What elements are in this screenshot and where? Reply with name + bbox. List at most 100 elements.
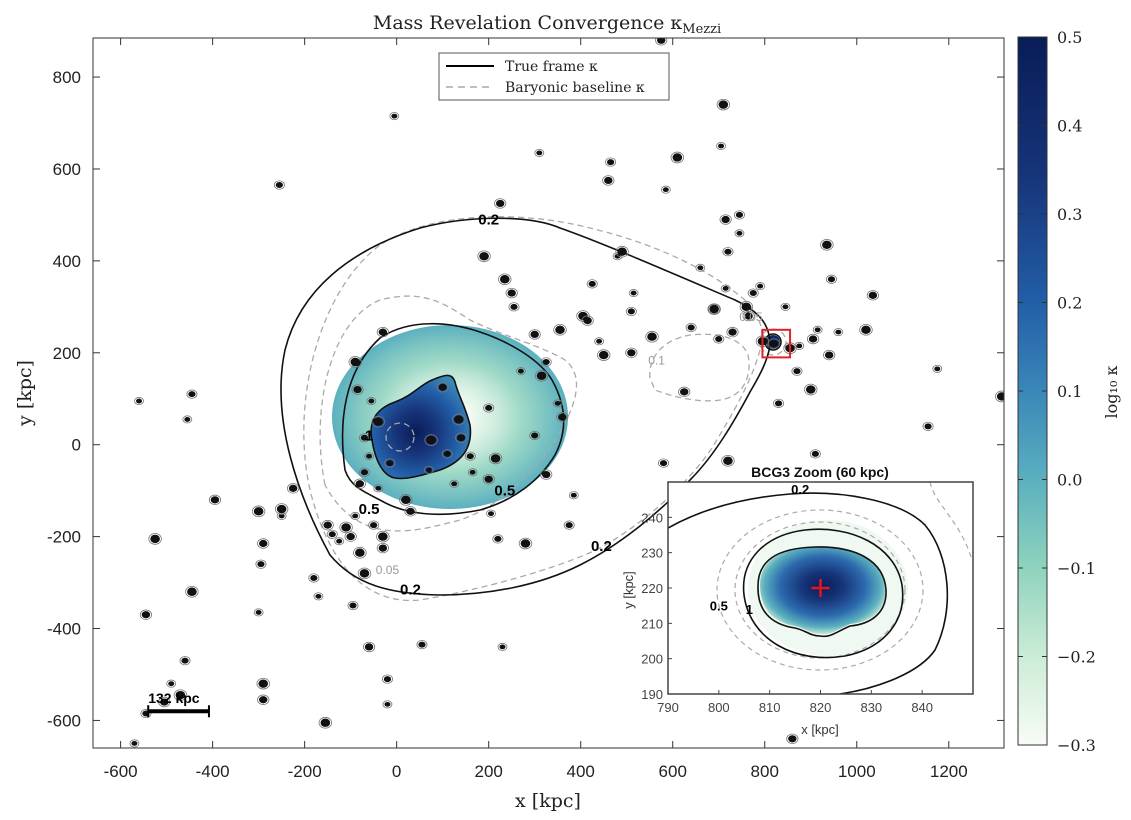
galaxy-marker (253, 507, 264, 516)
galaxy-marker (259, 539, 268, 548)
galaxy-halo (436, 382, 449, 393)
galaxy-halo (140, 708, 152, 719)
galaxy-halo (494, 198, 507, 209)
galaxy-halo (318, 716, 333, 729)
galaxy-marker (570, 492, 577, 498)
inset-contour-labels: 0.2 0.5 1 (710, 482, 809, 617)
galaxy-marker (672, 153, 683, 162)
galaxy-marker (749, 290, 757, 297)
galaxy-marker (924, 423, 932, 430)
colorbar-tick-label: 0.4 (1057, 117, 1082, 136)
inset-contour-1 (757, 546, 887, 638)
colorbar-tick-label: 0.3 (1057, 205, 1082, 224)
galaxy-marker (627, 349, 636, 357)
inset-x-axis: 790 800 810 820 830 840 (657, 690, 933, 715)
colorbar-tick-label: 0.0 (1057, 471, 1082, 490)
galaxy-marker (598, 350, 609, 360)
galaxy-marker (718, 100, 729, 109)
galaxy-marker (596, 338, 603, 344)
galaxy-marker (276, 504, 287, 514)
galaxy-halo (351, 384, 364, 395)
galaxy-marker (168, 681, 175, 687)
galaxy-marker (735, 211, 744, 218)
galaxy-marker (822, 240, 832, 249)
galaxy-marker (360, 469, 369, 476)
galaxy-marker (647, 332, 657, 341)
galaxy-halo (357, 567, 372, 580)
galaxy-marker (724, 248, 732, 255)
galaxy-halo (726, 326, 739, 338)
galaxy-marker (386, 460, 394, 467)
galaxy-marker (490, 454, 501, 463)
galaxy-halo (678, 386, 691, 398)
galaxy-marker (175, 690, 186, 700)
galaxy-halo (786, 733, 799, 745)
galaxy-halo (404, 506, 417, 517)
contour-label: 0.2 (591, 538, 612, 555)
chart-title-main: Mass Revelation Convergence κ (373, 12, 683, 34)
galaxy-halo (534, 148, 545, 157)
galaxy-halo (505, 287, 518, 299)
galaxy-marker (769, 339, 779, 348)
galaxy-marker (499, 644, 506, 650)
galaxy-halo (287, 483, 300, 494)
galaxy-halo (321, 519, 334, 531)
galaxy-halo (251, 505, 266, 518)
galaxy-halo (366, 397, 377, 406)
galaxy-halo (208, 494, 222, 506)
galaxy-marker (617, 247, 627, 256)
x-axis-label: x [kpc] (515, 790, 581, 812)
galaxy-halo (452, 413, 466, 426)
galaxy-marker (554, 400, 561, 406)
baryonic-contour-0.05 (303, 216, 763, 602)
x-tick-label: 0 (392, 762, 401, 781)
galaxy-marker (709, 305, 719, 313)
inset-contour-label: 0.2 (791, 482, 809, 497)
galaxy-marker (659, 460, 668, 467)
galaxy-marker (721, 215, 730, 224)
galaxy-marker (558, 413, 567, 421)
galaxy-marker (288, 484, 298, 492)
galaxy-halo (326, 529, 338, 539)
galaxy-marker (275, 182, 283, 189)
contour-label: 0.05 (376, 563, 400, 577)
galaxy-halo (719, 214, 732, 225)
contour-labels: 0.2 0.5 0.5 0.2 0.2 1 0.1 0.05 0.05 (359, 212, 763, 599)
y-tick-label: 200 (53, 344, 81, 363)
galaxy-halo (464, 451, 476, 461)
galaxy-halo (185, 585, 199, 598)
galaxy-marker (736, 230, 743, 236)
galaxy-marker (715, 336, 723, 343)
galaxy-marker (614, 253, 621, 259)
inset-title: BCG3 Zoom (60 kpc) (751, 464, 889, 480)
galaxy-halo (129, 739, 140, 748)
galaxy-halo (376, 326, 389, 338)
true-contour-1 (370, 374, 472, 480)
galaxy-halo (482, 473, 495, 485)
inset-x-tick-label: 810 (759, 700, 781, 715)
galaxy-marker (310, 574, 318, 581)
inset-contour-label: 0.5 (710, 599, 728, 614)
x-tick-label: 800 (751, 762, 779, 781)
galaxy-halo (518, 537, 533, 550)
inset-baryonic-3 (929, 482, 973, 561)
galaxy-marker (814, 327, 821, 333)
galaxy-marker (378, 544, 388, 552)
inset-y-label: y [kpc] (621, 571, 636, 609)
galaxy-halo (716, 141, 726, 150)
galaxy-marker (722, 286, 729, 291)
y-tick-label: -400 (47, 620, 81, 639)
galaxy-halo (348, 356, 362, 368)
galaxy-halo (186, 389, 198, 399)
galaxy-marker (744, 312, 753, 320)
galaxy-halo (486, 509, 496, 518)
inset-y-axis: 190 200 210 220 230 240 (641, 510, 672, 702)
galaxy-halo (586, 279, 598, 289)
galaxy-halo (376, 530, 390, 543)
galaxy-marker (793, 368, 801, 375)
galaxy-halo (716, 98, 731, 111)
galaxy-halo (733, 210, 745, 220)
galaxy-halo (602, 175, 615, 186)
galaxy-halo (350, 511, 361, 520)
galaxy-marker (346, 533, 355, 541)
